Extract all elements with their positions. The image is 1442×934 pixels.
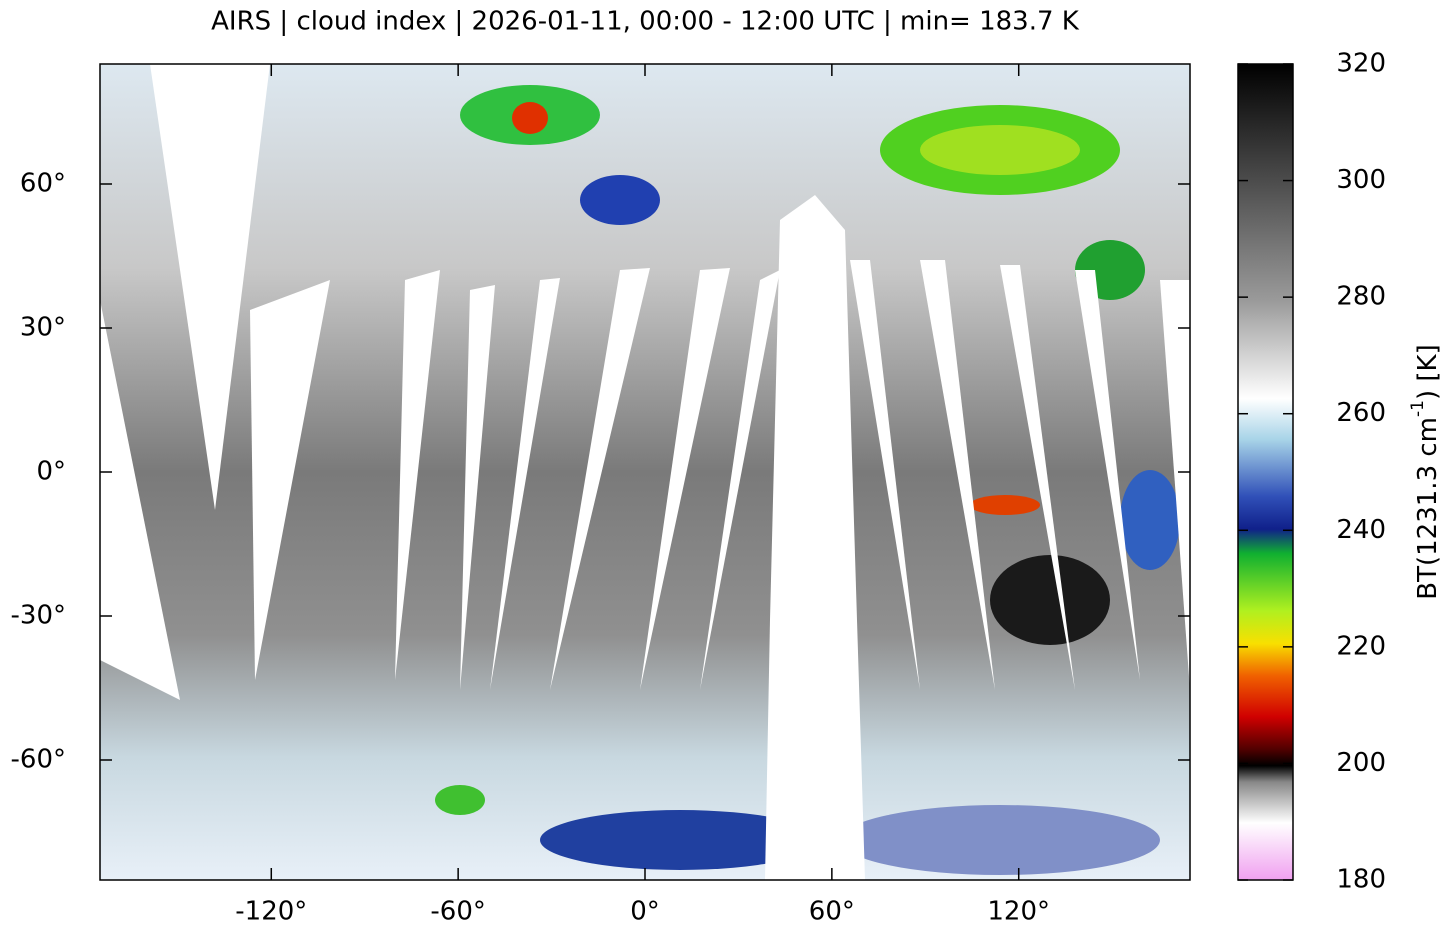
colorbar-label-part: ) [K]: [1413, 344, 1442, 400]
colorbar: [1238, 64, 1293, 880]
colorbar-label: BT(1231.3 cm-1) [K]: [1408, 344, 1442, 599]
colorbar-tick-label: 180: [1336, 865, 1386, 895]
x-tick-label: 120°: [987, 897, 1050, 927]
colorbar-tick-label: 220: [1336, 631, 1386, 661]
colorbar-tick-label: 260: [1336, 398, 1386, 428]
colorbar-tick-label: 320: [1336, 49, 1386, 79]
satellite-image: [100, 64, 1190, 880]
colorbar-label-part: BT(1231.3 cm: [1413, 417, 1442, 600]
y-tick-label: 60°: [20, 169, 66, 199]
y-tick-label: -60°: [11, 745, 66, 775]
y-tick-label: 30°: [20, 313, 66, 343]
y-tick-label: 0°: [36, 457, 66, 487]
y-tick-label: -30°: [11, 601, 66, 631]
x-tick-label: -60°: [430, 897, 485, 927]
colorbar-label-sup: -1: [1408, 400, 1428, 417]
x-tick-label: -120°: [235, 897, 307, 927]
colorbar-tick-label: 200: [1336, 748, 1386, 778]
x-tick-label: 60°: [809, 897, 855, 927]
title: AIRS | cloud index | 2026-01-11, 00:00 -…: [211, 7, 1080, 37]
colorbar-tick-label: 280: [1336, 282, 1386, 312]
x-tick-label: 0°: [630, 897, 660, 927]
colorbar-tick-label: 300: [1336, 165, 1386, 195]
colorbar-tick-label: 240: [1336, 515, 1386, 545]
